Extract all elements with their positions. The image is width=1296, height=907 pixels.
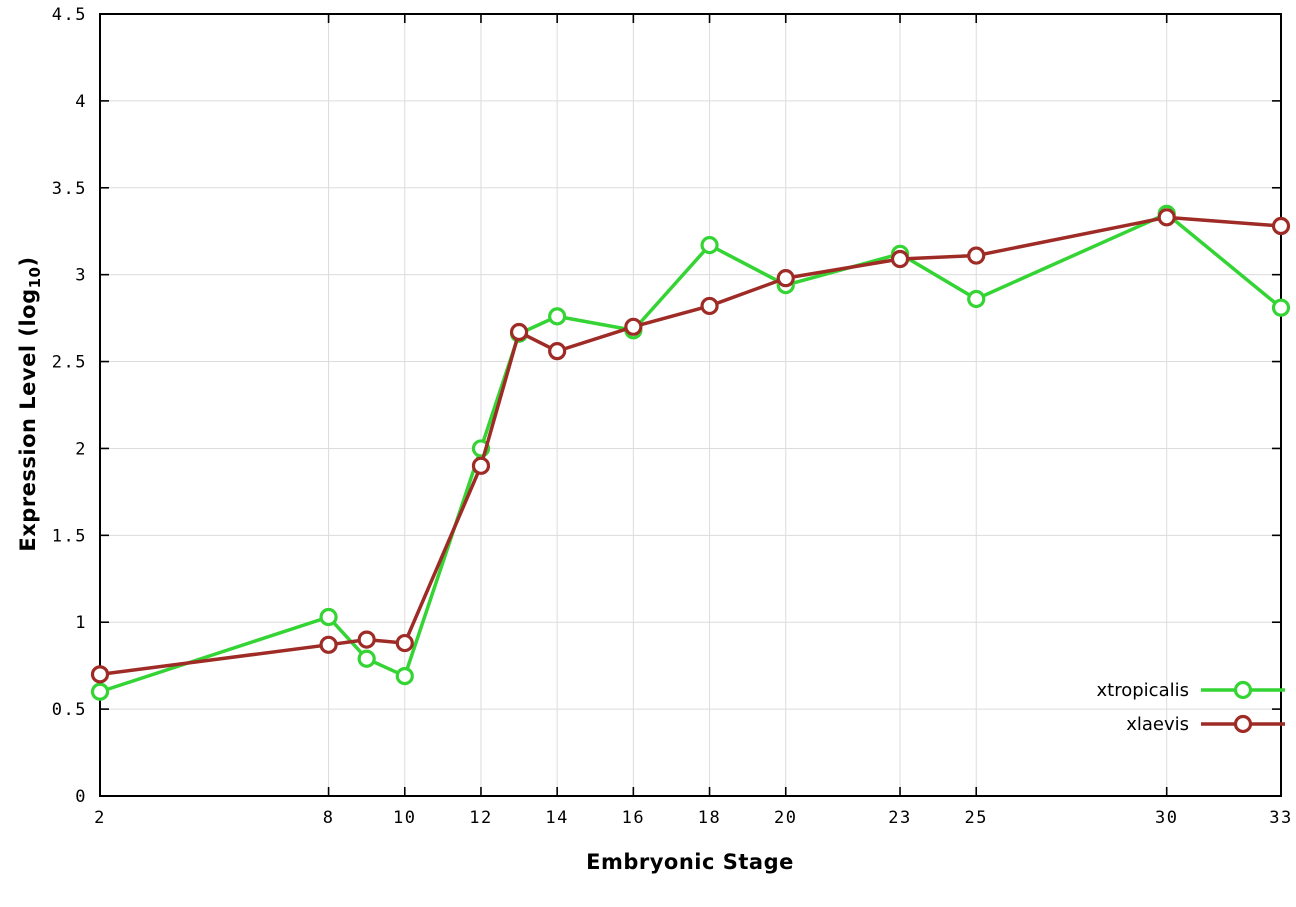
x-axis-label: Embryonic Stage xyxy=(586,850,794,874)
y-axis-label: Expression Level (log10) xyxy=(16,256,44,551)
svg-text:33: 33 xyxy=(1269,808,1292,828)
data-point-marker xyxy=(319,607,338,627)
data-point-marker xyxy=(1271,298,1291,317)
data-point-marker xyxy=(548,342,567,361)
data-point-marker xyxy=(967,289,986,309)
data-point-marker xyxy=(548,307,567,326)
legend: xtropicalis xlaevis xyxy=(1097,678,1287,736)
data-point-marker xyxy=(395,633,414,653)
data-point-marker xyxy=(357,649,376,668)
series-xlaevis xyxy=(90,208,1291,684)
data-point-marker xyxy=(395,666,414,686)
data-point-marker xyxy=(357,630,376,649)
y-axis-label-subscript: 10 xyxy=(26,266,45,289)
svg-text:2: 2 xyxy=(75,439,87,459)
series-xtropicalis xyxy=(90,204,1291,701)
svg-text:1.5: 1.5 xyxy=(52,526,87,546)
legend-marker-xtropicalis xyxy=(1201,680,1285,700)
data-point-marker xyxy=(624,317,643,336)
svg-text:1: 1 xyxy=(75,613,87,633)
svg-text:4.5: 4.5 xyxy=(52,5,87,25)
svg-text:2.5: 2.5 xyxy=(52,353,87,373)
svg-text:23: 23 xyxy=(888,808,911,828)
series-line-xtropicalis xyxy=(98,212,1283,694)
svg-text:8: 8 xyxy=(323,808,335,828)
data-point-marker xyxy=(471,456,491,475)
svg-text:4: 4 xyxy=(75,92,87,112)
svg-text:25: 25 xyxy=(964,808,987,828)
y-tick-labels: 0 0.5 1 1.5 2 2.5 3 3.5 4 4.5 xyxy=(52,5,87,807)
svg-text:30: 30 xyxy=(1155,808,1178,828)
data-point-marker xyxy=(90,682,110,701)
svg-text:0: 0 xyxy=(75,787,87,807)
legend-marker-xlaevis xyxy=(1201,714,1285,734)
svg-text:2: 2 xyxy=(94,808,106,828)
legend-item-xlaevis: xlaevis xyxy=(1126,712,1287,736)
svg-text:18: 18 xyxy=(698,808,721,828)
data-point-marker xyxy=(967,246,986,265)
series-line-xlaevis xyxy=(98,215,1283,677)
y-axis-label-text: Expression Level (log xyxy=(15,288,40,552)
svg-text:3: 3 xyxy=(75,266,87,286)
x-tick-labels: 2 8 10 12 14 16 18 20 23 25 30 33 xyxy=(94,808,1292,828)
y-axis-label-suffix: ) xyxy=(15,256,40,267)
data-point-marker xyxy=(1271,216,1291,236)
data-point-marker xyxy=(319,635,338,654)
data-point-marker xyxy=(776,269,795,288)
svg-text:3.5: 3.5 xyxy=(52,179,87,199)
svg-text:0.5: 0.5 xyxy=(52,700,87,720)
plot-border xyxy=(99,13,1282,797)
legend-item-xtropicalis: xtropicalis xyxy=(1097,678,1287,702)
legend-label-xlaevis: xlaevis xyxy=(1126,713,1189,735)
svg-text:10: 10 xyxy=(393,808,416,828)
tick-marks xyxy=(99,13,1282,797)
data-point-marker xyxy=(890,249,910,269)
data-point-marker xyxy=(509,322,529,342)
svg-text:14: 14 xyxy=(545,808,568,828)
data-point-marker xyxy=(700,236,719,255)
svg-text:20: 20 xyxy=(774,808,797,828)
legend-label-xtropicalis: xtropicalis xyxy=(1096,679,1189,701)
data-point-marker xyxy=(90,665,110,684)
svg-text:12: 12 xyxy=(469,808,492,828)
data-point-marker xyxy=(1157,208,1176,227)
data-point-marker xyxy=(700,296,719,316)
svg-text:16: 16 xyxy=(622,808,645,828)
